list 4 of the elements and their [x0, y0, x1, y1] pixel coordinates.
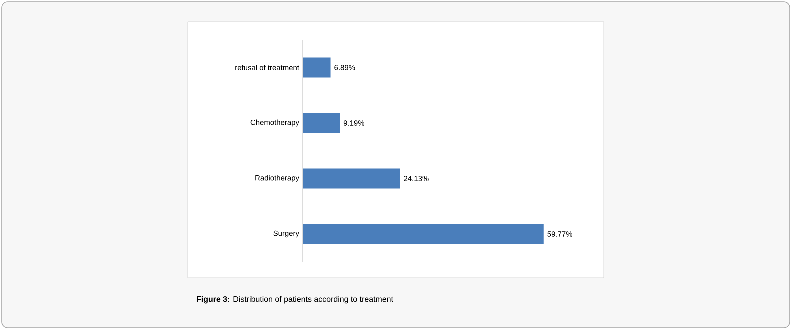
bar	[303, 168, 400, 189]
bar	[303, 224, 544, 244]
bar	[303, 113, 340, 134]
bar	[303, 58, 331, 78]
